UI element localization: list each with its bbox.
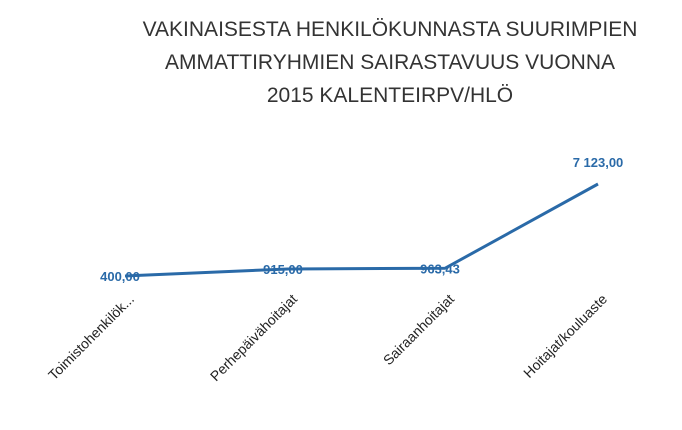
data-label: 7 123,00 bbox=[573, 155, 624, 170]
data-label: 400,00 bbox=[100, 269, 140, 284]
line bbox=[124, 182, 599, 278]
data-label: 915,00 bbox=[263, 262, 303, 277]
chart-title: VAKINAISESTA HENKILÖKUNNASTA SUURIMPIEN bbox=[143, 18, 638, 41]
data-label: 963,43 bbox=[420, 261, 460, 276]
chart-title: 2015 KALENTEIRPV/HLÖ bbox=[267, 84, 513, 107]
chart-title: AMMATTIRYHMIEN SAIRASTAVUUS VUONNA bbox=[165, 51, 615, 74]
